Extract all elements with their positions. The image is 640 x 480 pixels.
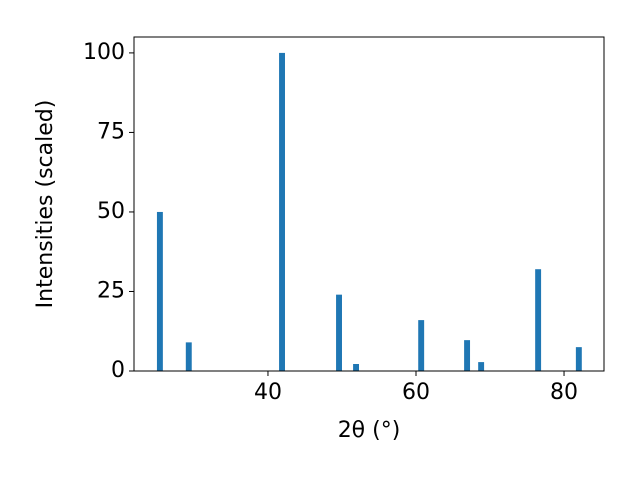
y-tick-label: 25: [97, 278, 125, 303]
bar: [353, 364, 360, 371]
bar: [279, 52, 285, 372]
bar: [464, 340, 471, 371]
y-axis-label: Intensities (scaled): [33, 100, 58, 309]
bar: [185, 342, 192, 371]
x-axis-label: 2θ (°): [338, 418, 401, 443]
bar: [156, 211, 163, 371]
x-tick-label: 60: [402, 380, 430, 405]
y-tick-label: 0: [111, 358, 125, 383]
bar: [418, 320, 425, 371]
bar: [478, 362, 485, 371]
bar: [336, 294, 342, 371]
bar: [575, 347, 582, 371]
x-tick-label: 40: [254, 380, 282, 405]
y-tick-label: 75: [97, 119, 125, 144]
x-tick-label: 80: [550, 380, 578, 405]
y-tick-label: 100: [83, 40, 125, 65]
plot-frame: [133, 36, 605, 372]
bar: [535, 269, 542, 371]
y-tick-label: 50: [97, 199, 125, 224]
